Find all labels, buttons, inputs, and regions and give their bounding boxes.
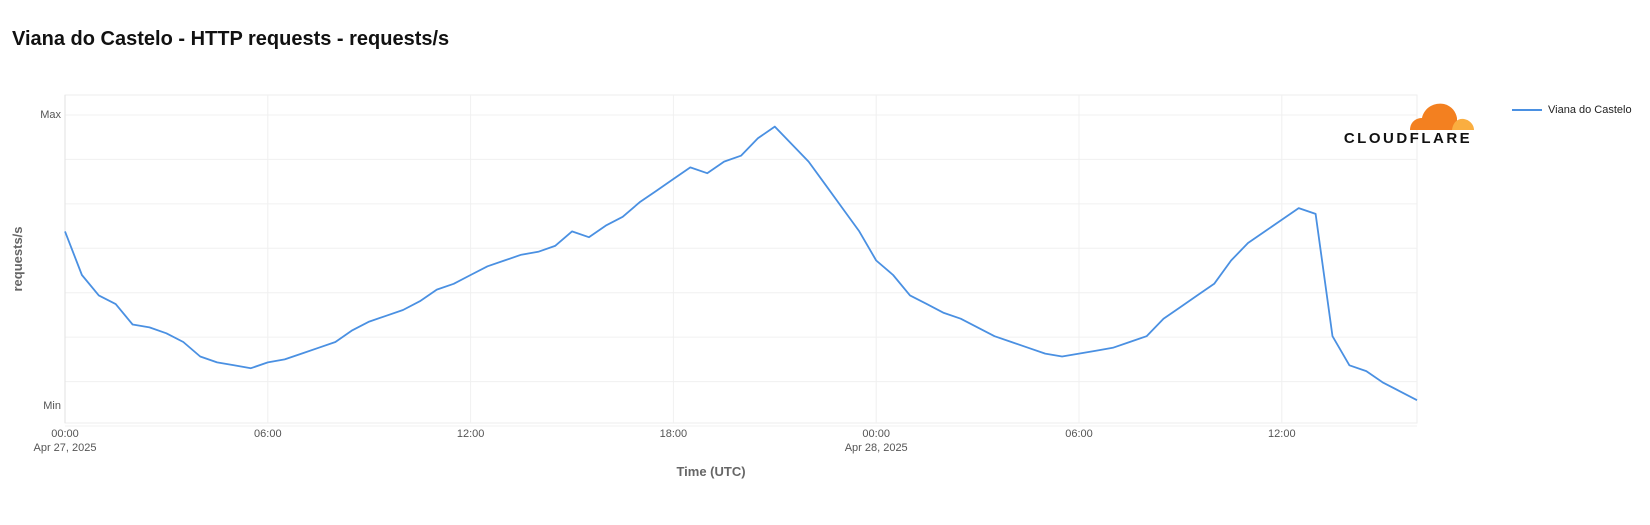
x-tick-label: 12:00	[457, 428, 485, 440]
x-tick-label: 00:00	[51, 428, 79, 440]
x-tick-label: 12:00	[1268, 428, 1296, 440]
page-title: Viana do Castelo - HTTP requests - reque…	[12, 28, 450, 50]
y-tick-label: Min	[43, 400, 61, 412]
cloudflare-logo: CLOUDFLARE	[1340, 100, 1476, 152]
x-tick-label: 00:00	[862, 428, 890, 440]
legend[interactable]: Viana do Castelo	[1512, 104, 1632, 116]
x-tick-label: 06:00	[254, 428, 282, 440]
axis-labels: Max Min 00:00 Apr 27, 2025 06:00 12:00 18:00 00…	[10, 109, 1296, 479]
x-axis-title: Time (UTC)	[676, 464, 745, 479]
legend-label: Viana do Castelo	[1548, 104, 1632, 116]
y-axis-title: requests/s	[10, 226, 25, 291]
x-tick-label: 18:00	[660, 428, 688, 440]
x-tick-label: 06:00	[1065, 428, 1093, 440]
series-line	[64, 125, 1418, 401]
grid-lines	[64, 94, 1418, 427]
x-tick-sublabel: Apr 27, 2025	[34, 442, 97, 454]
cloudflare-wordmark: CLOUDFLARE	[1343, 130, 1473, 147]
legend-swatch	[1512, 109, 1542, 111]
y-tick-label: Max	[40, 109, 61, 121]
series-layer	[64, 125, 1418, 401]
cloudflare-cloud-icon	[1410, 103, 1474, 130]
x-tick-sublabel: Apr 28, 2025	[845, 442, 908, 454]
